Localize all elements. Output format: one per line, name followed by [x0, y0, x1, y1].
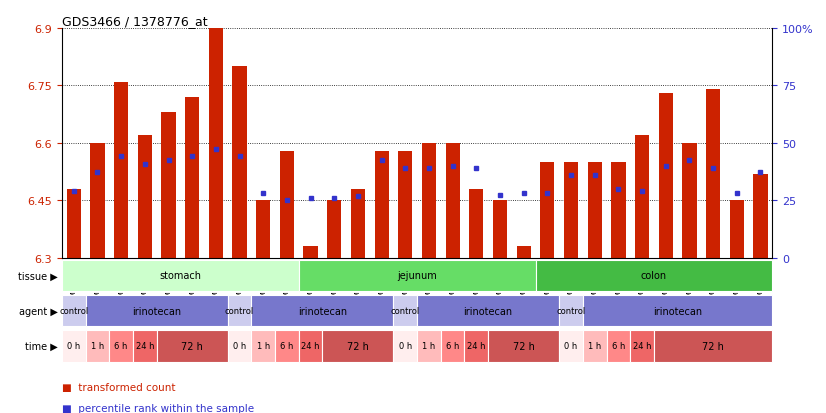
- Bar: [564, 163, 578, 258]
- Text: control: control: [225, 306, 254, 315]
- Text: irinotecan: irinotecan: [653, 306, 702, 316]
- Bar: [654, 330, 772, 362]
- Text: 24 h: 24 h: [135, 342, 154, 350]
- Bar: [62, 330, 86, 362]
- Text: 24 h: 24 h: [301, 342, 320, 350]
- Text: stomach: stomach: [159, 271, 202, 281]
- Bar: [464, 330, 488, 362]
- Bar: [516, 247, 531, 258]
- Bar: [393, 295, 417, 327]
- Bar: [86, 295, 228, 327]
- Bar: [535, 260, 772, 292]
- Bar: [441, 330, 464, 362]
- Text: control: control: [557, 306, 586, 315]
- Bar: [303, 247, 318, 258]
- Bar: [417, 330, 441, 362]
- Bar: [351, 189, 365, 258]
- Text: time ▶: time ▶: [25, 341, 58, 351]
- Bar: [417, 295, 559, 327]
- Bar: [209, 29, 223, 258]
- Bar: [398, 151, 412, 258]
- Text: 6 h: 6 h: [612, 342, 625, 350]
- Bar: [488, 330, 559, 362]
- Bar: [228, 330, 251, 362]
- Text: control: control: [391, 306, 420, 315]
- Text: 72 h: 72 h: [181, 341, 203, 351]
- Bar: [682, 144, 696, 258]
- Text: 24 h: 24 h: [633, 342, 652, 350]
- Bar: [275, 330, 299, 362]
- Bar: [109, 330, 133, 362]
- Text: GDS3466 / 1378776_at: GDS3466 / 1378776_at: [62, 15, 207, 28]
- Text: 6 h: 6 h: [446, 342, 459, 350]
- Text: 0 h: 0 h: [67, 342, 80, 350]
- Bar: [280, 151, 294, 258]
- Text: 1 h: 1 h: [257, 342, 270, 350]
- Text: 1 h: 1 h: [588, 342, 601, 350]
- Bar: [228, 295, 251, 327]
- Bar: [62, 295, 86, 327]
- Bar: [611, 163, 625, 258]
- Bar: [161, 113, 176, 258]
- Bar: [583, 330, 606, 362]
- Text: 24 h: 24 h: [467, 342, 486, 350]
- Text: tissue ▶: tissue ▶: [18, 271, 58, 281]
- Text: 0 h: 0 h: [233, 342, 246, 350]
- Text: 6 h: 6 h: [280, 342, 293, 350]
- Bar: [706, 90, 720, 258]
- Bar: [559, 330, 583, 362]
- Text: 6 h: 6 h: [115, 342, 128, 350]
- Bar: [251, 330, 275, 362]
- Text: 0 h: 0 h: [564, 342, 577, 350]
- Bar: [540, 163, 554, 258]
- Bar: [630, 330, 654, 362]
- Bar: [299, 330, 322, 362]
- Bar: [133, 330, 157, 362]
- Text: ■  percentile rank within the sample: ■ percentile rank within the sample: [62, 403, 254, 413]
- Text: jejunum: jejunum: [397, 271, 437, 281]
- Bar: [393, 330, 417, 362]
- Text: colon: colon: [641, 271, 667, 281]
- Text: 72 h: 72 h: [347, 341, 369, 351]
- Text: ■  transformed count: ■ transformed count: [62, 382, 175, 392]
- Bar: [322, 330, 393, 362]
- Bar: [445, 144, 460, 258]
- Text: irinotecan: irinotecan: [132, 306, 181, 316]
- Text: agent ▶: agent ▶: [19, 306, 58, 316]
- Text: 72 h: 72 h: [702, 341, 724, 351]
- Text: irinotecan: irinotecan: [463, 306, 513, 316]
- Bar: [635, 136, 649, 258]
- Bar: [587, 163, 602, 258]
- Bar: [729, 201, 744, 258]
- Bar: [327, 201, 341, 258]
- Text: 72 h: 72 h: [513, 341, 534, 351]
- Bar: [256, 201, 270, 258]
- Text: irinotecan: irinotecan: [298, 306, 347, 316]
- Bar: [251, 295, 393, 327]
- Bar: [90, 144, 105, 258]
- Bar: [374, 151, 389, 258]
- Bar: [299, 260, 535, 292]
- Text: 1 h: 1 h: [422, 342, 435, 350]
- Bar: [658, 94, 673, 258]
- Bar: [138, 136, 152, 258]
- Bar: [185, 98, 199, 258]
- Text: 0 h: 0 h: [399, 342, 412, 350]
- Bar: [469, 189, 483, 258]
- Bar: [583, 295, 772, 327]
- Bar: [62, 260, 299, 292]
- Bar: [493, 201, 507, 258]
- Bar: [86, 330, 109, 362]
- Bar: [114, 83, 128, 258]
- Bar: [157, 330, 228, 362]
- Bar: [67, 189, 81, 258]
- Text: control: control: [59, 306, 88, 315]
- Bar: [232, 67, 247, 258]
- Text: 1 h: 1 h: [91, 342, 104, 350]
- Bar: [559, 295, 583, 327]
- Bar: [422, 144, 436, 258]
- Bar: [753, 174, 767, 258]
- Bar: [606, 330, 630, 362]
